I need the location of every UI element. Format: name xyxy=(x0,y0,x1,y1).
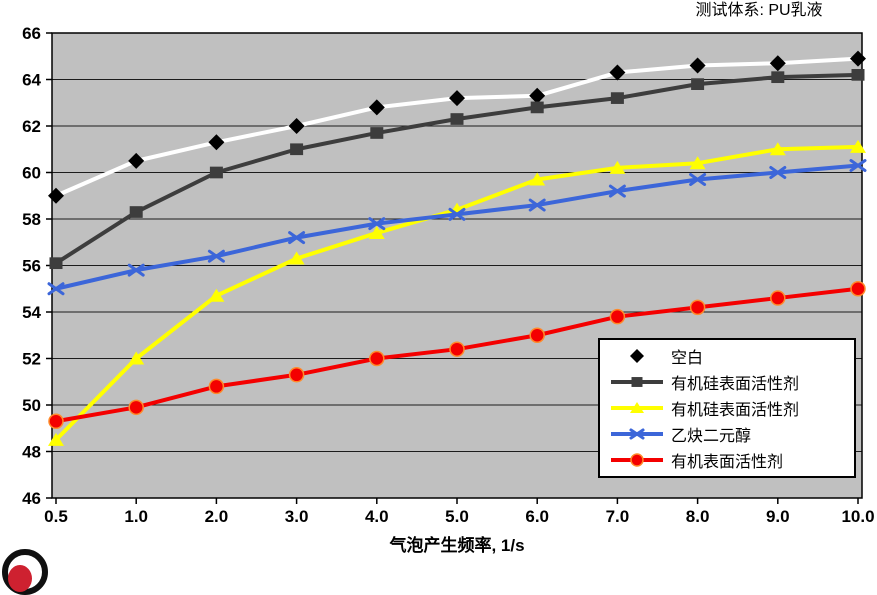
svg-text:1.0: 1.0 xyxy=(124,507,148,526)
svg-text:8.0: 8.0 xyxy=(686,507,710,526)
circle-marker-icon xyxy=(611,452,663,467)
svg-text:62: 62 xyxy=(22,117,41,136)
x-axis-title: 气泡产生频率, 1/s xyxy=(389,536,525,555)
legend-label: 有机硅表面活性剂 xyxy=(671,376,800,394)
logo-mark xyxy=(2,549,48,595)
legend-label: 乙炔二元醇 xyxy=(671,427,752,445)
svg-text:4.0: 4.0 xyxy=(365,507,389,526)
legend: 空白 有机硅表面活性剂 有机硅表面活性剂 乙炔二元醇 有机表面活性剂 xyxy=(598,338,856,478)
svg-text:6.0: 6.0 xyxy=(525,507,549,526)
logo-dot xyxy=(8,565,32,592)
svg-text:54: 54 xyxy=(22,303,41,322)
svg-text:50: 50 xyxy=(22,396,41,415)
legend-item: 有机硅表面活性剂 xyxy=(600,370,854,395)
legend-item: 空白 xyxy=(600,344,854,369)
legend-item: 有机硅表面活性剂 xyxy=(600,395,854,420)
svg-text:48: 48 xyxy=(22,443,41,462)
svg-text:7.0: 7.0 xyxy=(606,507,630,526)
legend-item: 有机表面活性剂 xyxy=(600,447,854,472)
square-marker-icon xyxy=(611,377,663,388)
svg-text:56: 56 xyxy=(22,257,41,276)
svg-text:10.0: 10.0 xyxy=(841,507,874,526)
svg-text:2.0: 2.0 xyxy=(205,507,229,526)
svg-text:66: 66 xyxy=(22,24,41,43)
plot-canvas: 46 48 50 52 54 56 58 60 62 64 66 0.5 1.0 2.0 3.0 4.0 5.0… xyxy=(22,24,874,526)
x-marker-icon xyxy=(611,428,663,440)
triangle-marker-icon xyxy=(611,401,663,413)
svg-text:5.0: 5.0 xyxy=(445,507,469,526)
diamond-marker-icon xyxy=(630,349,644,364)
chart-title: 测试体系: PU乳液 xyxy=(695,2,823,19)
svg-text:46: 46 xyxy=(22,489,41,508)
legend-label: 有机硅表面活性剂 xyxy=(671,401,800,419)
svg-text:58: 58 xyxy=(22,210,41,229)
svg-text:3.0: 3.0 xyxy=(285,507,309,526)
svg-text:9.0: 9.0 xyxy=(766,507,790,526)
svg-text:64: 64 xyxy=(22,71,41,90)
legend-label: 空白 xyxy=(671,350,704,368)
legend-item: 乙炔二元醇 xyxy=(600,421,854,446)
svg-text:0.5: 0.5 xyxy=(44,507,68,526)
legend-label: 有机表面活性剂 xyxy=(671,453,784,471)
svg-text:52: 52 xyxy=(22,350,41,369)
svg-text:60: 60 xyxy=(22,164,41,183)
